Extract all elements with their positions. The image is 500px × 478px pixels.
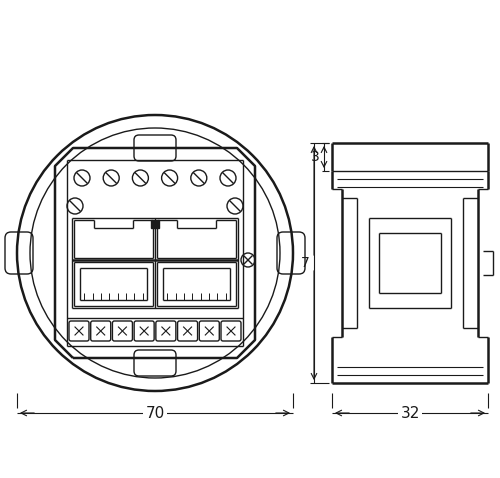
Text: 32: 32 (400, 405, 419, 421)
Bar (151, 220, 159, 228)
Text: 7: 7 (301, 256, 310, 270)
Text: 70: 70 (146, 405, 165, 421)
Text: 3: 3 (311, 150, 320, 164)
